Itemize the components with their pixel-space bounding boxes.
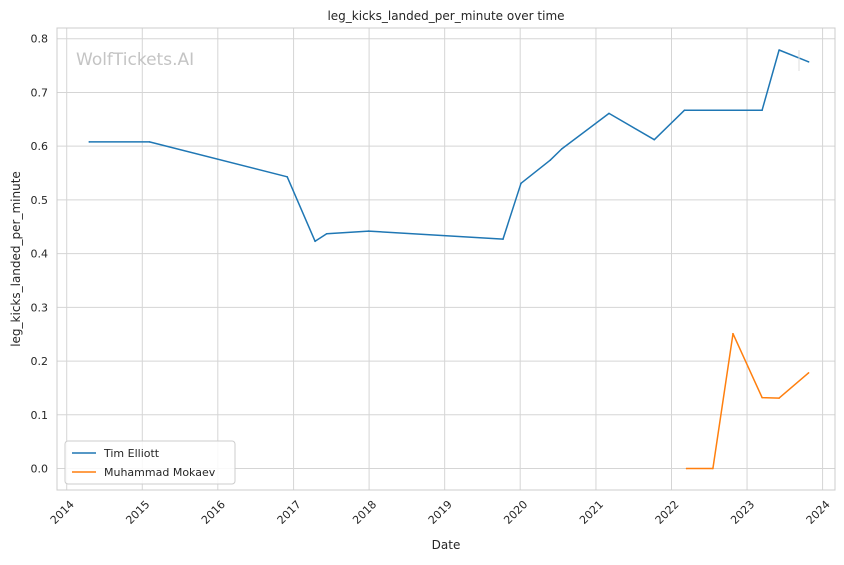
watermark-text: WolfTickets.AI [76,50,194,70]
series-lines [88,49,810,470]
data-point-tim-elliott-1 [148,141,151,143]
data-point-tim-elliott-0 [88,141,91,143]
data-point-tim-elliott-13 [761,109,763,111]
y-tick-label-0-4: 0.4 [31,248,49,261]
data-point-muhammad-mokaev-3 [761,396,763,399]
y-tick-label-0-3: 0.3 [31,301,49,314]
data-point-tim-elliott-2 [286,176,288,178]
data-point-tim-elliott-8 [549,159,552,161]
x-axis-title: Date [432,538,461,552]
y-tick-label-0-7: 0.7 [31,86,49,99]
data-point-tim-elliott-12 [683,109,686,111]
legend-box [64,440,236,485]
legend: Tim Elliott Muhammad Mokaev [64,440,236,485]
data-point-tim-elliott-11 [653,138,656,141]
legend-label-muhammad-mokaev: Muhammad Mokaev [104,466,216,479]
data-point-muhammad-mokaev-1 [712,467,714,470]
series-line-tim-elliott [88,49,810,243]
data-point-muhammad-mokaev-0 [685,467,688,470]
data-point-tim-elliott-7 [520,182,522,185]
y-tick-label-0-2: 0.2 [31,355,49,368]
y-tick-label-0-8: 0.8 [31,33,49,46]
data-point-tim-elliott-10 [608,112,610,115]
plot-frame [56,27,836,491]
data-point-tim-elliott-4 [325,232,328,235]
y-axis-title: leg_kicks_landed_per_minute [9,171,23,347]
y-tick-label-0-6: 0.6 [31,140,49,153]
y-tick-labels: 0.0 0.1 0.2 0.3 0.4 0.5 0.6 0.7 0.8 [31,33,49,476]
data-point-muhammad-mokaev-5 [807,372,810,374]
data-point-tim-elliott-15 [807,61,810,63]
y-tick-label-0-5: 0.5 [31,194,49,207]
legend-label-tim-elliott: Tim Elliott [103,447,160,460]
data-point-muhammad-mokaev-2 [732,332,734,335]
series-line-muhammad-mokaev [685,332,810,470]
data-point-tim-elliott-6 [502,238,504,240]
data-point-tim-elliott-5 [367,230,370,232]
y-tick-label-0-0: 0.0 [31,463,49,476]
y-tick-label-0-1: 0.1 [31,409,49,422]
data-point-tim-elliott-9 [560,148,563,150]
data-point-tim-elliott-3 [314,240,316,243]
grid [57,28,835,490]
data-point-tim-elliott-14 [778,49,780,51]
chart-title: leg_kicks_landed_per_minute over time [327,9,564,23]
data-point-muhammad-mokaev-4 [778,397,780,399]
